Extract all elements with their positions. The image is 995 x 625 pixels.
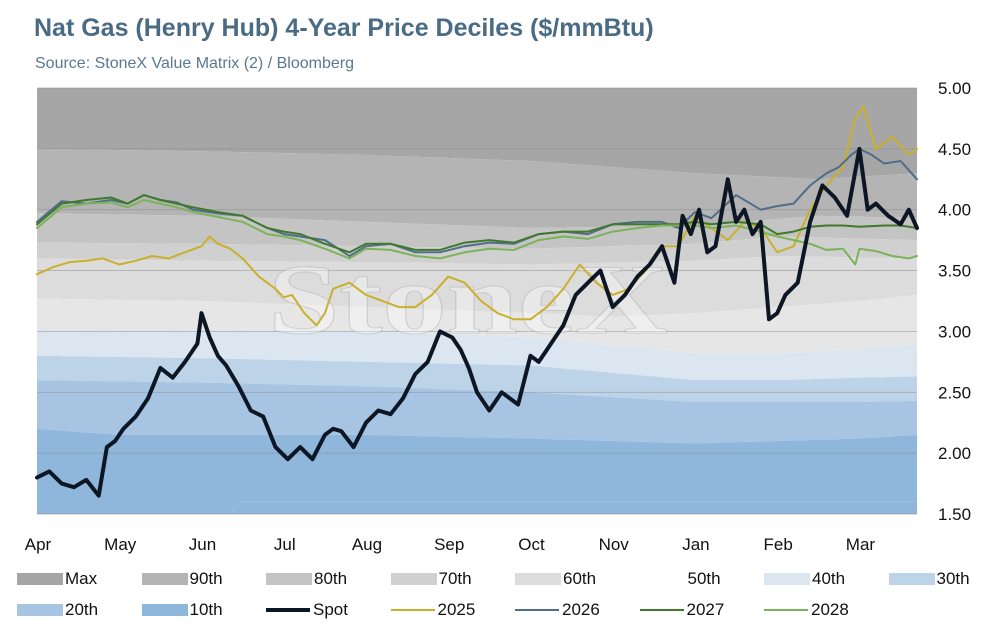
x-tick-label: Sep bbox=[434, 535, 464, 554]
x-tick-label: Jan bbox=[682, 535, 709, 554]
legend-item-60th: 60th bbox=[515, 568, 596, 590]
legend-label: 50th bbox=[687, 569, 721, 588]
legend-line-swatch bbox=[266, 608, 310, 612]
band-40th bbox=[37, 329, 917, 381]
legend-label: 60th bbox=[563, 569, 597, 588]
legend-line-swatch bbox=[639, 609, 684, 611]
chart-legend: Max 90th 80th 70th 60th 50th 40th 30th 20th 10th S… bbox=[0, 564, 995, 624]
x-tick-label: May bbox=[104, 535, 137, 554]
legend-item-2025: 2025 bbox=[390, 599, 476, 621]
price-lines bbox=[35, 105, 919, 498]
chart-title: Nat Gas (Henry Hub) 4-Year Price Deciles… bbox=[34, 14, 654, 42]
legend-item-70th: 70th bbox=[390, 568, 472, 590]
x-tick-label: Feb bbox=[764, 535, 793, 554]
chart-subtitle: Source: StoneX Value Matrix (2) / Bloomb… bbox=[35, 55, 354, 72]
legend-label: 40th bbox=[812, 569, 846, 588]
legend-swatch bbox=[390, 573, 437, 585]
band-20th bbox=[37, 380, 917, 444]
series-line-2027 bbox=[36, 194, 918, 254]
y-tick-label: 5.00 bbox=[938, 79, 971, 98]
legend-item-30th: 30th bbox=[888, 568, 970, 590]
y-tick-label: 3.50 bbox=[938, 262, 971, 281]
legend-label: 2028 bbox=[811, 600, 849, 619]
series-line-2028 bbox=[36, 199, 918, 266]
legend-item-2028: 2028 bbox=[764, 599, 849, 621]
legend-label: 2026 bbox=[562, 600, 600, 619]
y-axis-ticks: 5.00 4.50 4.00 3.50 3.00 2.50 2.00 1.50 bbox=[938, 79, 971, 524]
band-min bbox=[37, 501, 917, 514]
y-tick-label: 2.50 bbox=[938, 383, 971, 402]
decile-bands bbox=[37, 88, 917, 514]
y-tick-label: 3.00 bbox=[938, 322, 971, 341]
price-decile-chart: StoneX 5.004.504.003.503.002.502.001.50 … bbox=[25, 79, 971, 554]
y-tick-label: 1.50 bbox=[938, 505, 971, 524]
legend-item-2027: 2027 bbox=[639, 599, 725, 621]
legend-item-20th: 20th bbox=[17, 599, 98, 621]
x-tick-label: Jul bbox=[274, 535, 296, 554]
legend-line-swatch bbox=[515, 609, 559, 611]
legend-item-40th: 40th bbox=[764, 568, 845, 590]
band-50th bbox=[37, 294, 917, 354]
legend-label: 2027 bbox=[686, 600, 725, 619]
x-tick-label: Apr bbox=[25, 535, 52, 554]
legend-swatch bbox=[17, 604, 63, 616]
legend-item-spot: Spot bbox=[266, 599, 348, 621]
legend-label: 80th bbox=[314, 569, 348, 588]
legend-swatch bbox=[141, 573, 188, 585]
legend-label: 20th bbox=[65, 600, 99, 619]
legend-item-10th: 10th bbox=[141, 599, 223, 621]
x-tick-label: Oct bbox=[518, 535, 545, 554]
band-30th bbox=[37, 355, 917, 402]
legend-swatch bbox=[515, 573, 561, 585]
y-tick-label: 4.00 bbox=[938, 201, 971, 220]
legend-swatch bbox=[888, 573, 935, 585]
legend-item-max: Max bbox=[17, 568, 97, 590]
x-tick-label: Aug bbox=[352, 535, 382, 554]
legend-swatch bbox=[17, 573, 63, 585]
legend-label: 90th bbox=[189, 569, 223, 588]
legend-label: Max bbox=[65, 569, 98, 588]
band-60th bbox=[37, 256, 917, 317]
band-max bbox=[37, 88, 917, 180]
legend-item-90th: 90th bbox=[141, 568, 223, 590]
legend-label: 70th bbox=[438, 569, 472, 588]
x-tick-label: Mar bbox=[846, 535, 876, 554]
legend-swatch bbox=[141, 604, 188, 616]
stonex-watermark: StoneX bbox=[268, 244, 668, 355]
legend-line-swatch bbox=[390, 609, 435, 611]
legend-label: 10th bbox=[189, 600, 223, 619]
legend-item-80th: 80th bbox=[266, 568, 347, 590]
x-tick-label: Jun bbox=[189, 535, 216, 554]
legend-label: 2025 bbox=[437, 600, 476, 619]
legend-item-2026: 2026 bbox=[515, 599, 600, 621]
legend-label: Spot bbox=[313, 600, 348, 619]
y-tick-label: 2.00 bbox=[938, 444, 971, 463]
x-axis-ticks: Apr May Jun Jul Aug Sep Oct Nov Jan Feb Mar bbox=[25, 535, 876, 554]
series-line-2025 bbox=[36, 105, 918, 327]
legend-swatch bbox=[266, 573, 312, 585]
x-tick-label: Nov bbox=[599, 535, 630, 554]
y-tick-label: 4.50 bbox=[938, 140, 971, 159]
legend-item-50th: 50th bbox=[639, 568, 721, 590]
legend-swatch bbox=[764, 573, 810, 585]
legend-swatch bbox=[639, 573, 686, 585]
band-90th bbox=[37, 148, 917, 228]
series-line-spot bbox=[35, 146, 919, 498]
legend-label: 30th bbox=[936, 569, 970, 588]
legend-line-swatch bbox=[764, 609, 808, 611]
band-10th bbox=[37, 428, 917, 514]
